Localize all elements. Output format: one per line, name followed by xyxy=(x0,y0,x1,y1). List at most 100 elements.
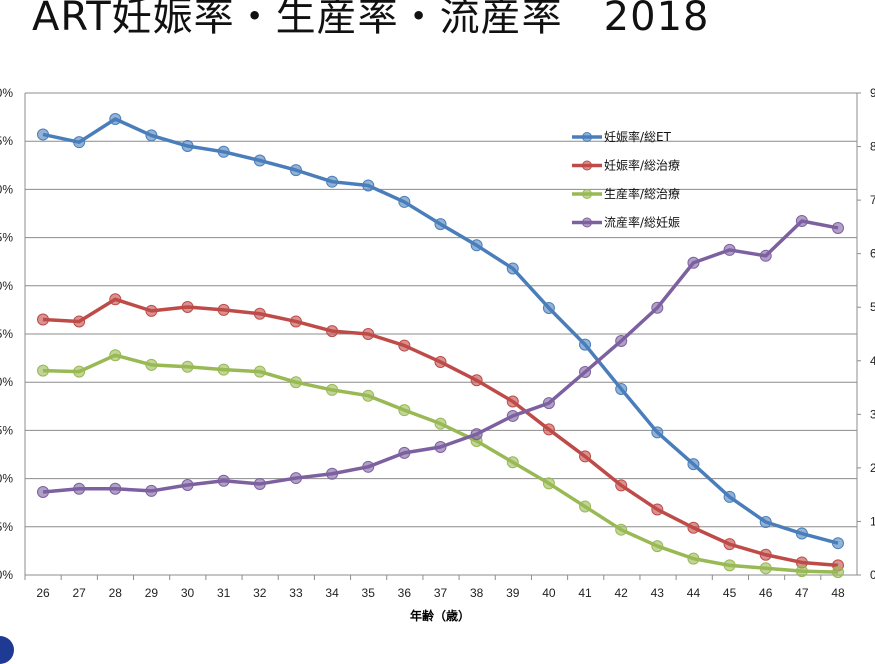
y-left-tick-label: 25% xyxy=(0,327,13,341)
x-tick-label: 31 xyxy=(217,586,231,600)
data-point xyxy=(217,145,230,158)
data-point xyxy=(398,404,411,417)
series-3: 流産率/総妊娠 xyxy=(37,215,844,498)
y-left-tick-label: 35% xyxy=(0,231,13,245)
series-1: 妊娠率/総治療 xyxy=(37,158,844,572)
x-tick-label: 34 xyxy=(325,586,339,600)
data-point xyxy=(470,428,483,441)
data-point xyxy=(759,249,772,262)
data-point xyxy=(145,129,158,142)
data-point xyxy=(37,485,49,498)
data-point xyxy=(362,460,375,473)
slide-title: ART妊娠率・生産率・流産率 2018 xyxy=(32,0,710,40)
y-right-tick-label: 40% xyxy=(870,354,875,368)
data-point xyxy=(506,409,519,422)
data-point xyxy=(362,328,375,340)
data-point xyxy=(832,221,844,234)
y-left-tick-label: 15% xyxy=(0,423,13,437)
y-left-tick-label: 0% xyxy=(0,568,13,582)
x-axis-label: 年齢（歳） xyxy=(410,608,470,623)
data-point xyxy=(37,364,49,377)
data-point xyxy=(398,339,411,352)
x-tick-label: 32 xyxy=(253,586,267,600)
data-point xyxy=(145,358,158,371)
y-right-tick-label: 20% xyxy=(870,461,875,475)
data-point xyxy=(289,164,302,177)
x-tick-label: 33 xyxy=(289,586,303,600)
data-point xyxy=(362,179,375,192)
data-point xyxy=(217,363,230,376)
x-tick-label: 43 xyxy=(651,586,665,600)
legend-marker xyxy=(582,189,592,199)
data-point xyxy=(73,482,86,495)
data-point xyxy=(651,301,664,314)
data-point xyxy=(73,315,86,328)
x-tick-label: 29 xyxy=(145,586,159,600)
data-point xyxy=(145,484,158,497)
data-point xyxy=(506,456,519,469)
x-tick-label: 36 xyxy=(398,586,412,600)
data-point xyxy=(759,515,772,528)
y-left-tick-label: 50% xyxy=(0,86,13,100)
data-point xyxy=(579,450,592,463)
data-point xyxy=(289,376,302,389)
data-point xyxy=(253,365,266,378)
data-point xyxy=(109,349,122,362)
y-left-tick-label: 40% xyxy=(0,182,13,196)
data-point xyxy=(326,325,339,338)
y-left-tick-label: 30% xyxy=(0,279,13,293)
y-right-tick-label: 50% xyxy=(870,300,875,314)
data-point xyxy=(73,136,86,149)
data-point xyxy=(651,503,664,516)
data-point xyxy=(723,559,736,572)
legend-label: 流産率/総妊娠 xyxy=(604,215,680,230)
series-line xyxy=(42,297,839,568)
data-point xyxy=(181,479,194,492)
x-tick-label: 47 xyxy=(795,586,809,600)
legend-label: 妊娠率/総治療 xyxy=(604,158,680,173)
y-left-tick-label: 20% xyxy=(0,375,13,389)
data-point xyxy=(723,490,736,503)
data-point xyxy=(579,366,592,379)
legend-label: 妊娠率/総ET xyxy=(604,129,672,144)
data-point xyxy=(326,467,339,480)
data-point xyxy=(362,389,375,402)
x-tick-label: 42 xyxy=(615,586,629,600)
x-tick-label: 45 xyxy=(723,586,737,600)
x-tick-label: 39 xyxy=(506,586,520,600)
x-tick-label: 28 xyxy=(109,586,123,600)
data-point xyxy=(795,527,808,540)
data-point xyxy=(434,441,447,454)
data-point xyxy=(109,482,122,495)
data-point xyxy=(687,552,700,565)
data-point xyxy=(832,566,844,579)
data-point xyxy=(470,239,483,252)
data-point xyxy=(687,521,700,534)
data-point xyxy=(398,195,411,208)
x-tick-label: 26 xyxy=(36,586,50,600)
y-right-tick-label: 70% xyxy=(870,193,875,207)
data-point xyxy=(687,256,700,269)
data-point xyxy=(579,338,592,351)
data-point xyxy=(253,307,266,320)
data-point xyxy=(615,523,628,536)
y-left-tick-label: 10% xyxy=(0,472,13,486)
series-line xyxy=(42,117,839,545)
data-point xyxy=(37,313,49,326)
y-right-tick-label: 10% xyxy=(870,514,875,528)
data-point xyxy=(289,315,302,328)
y-right-tick-label: 30% xyxy=(870,407,875,421)
data-point xyxy=(506,262,519,275)
x-tick-label: 30 xyxy=(181,586,195,600)
data-point xyxy=(109,113,122,126)
x-tick-label: 40 xyxy=(542,586,556,600)
data-point xyxy=(253,477,266,490)
data-point xyxy=(579,500,592,513)
data-point xyxy=(326,175,339,188)
data-point xyxy=(37,128,49,141)
data-point xyxy=(73,365,86,378)
data-point xyxy=(615,334,628,347)
data-point xyxy=(687,458,700,471)
legend-marker xyxy=(582,132,592,142)
